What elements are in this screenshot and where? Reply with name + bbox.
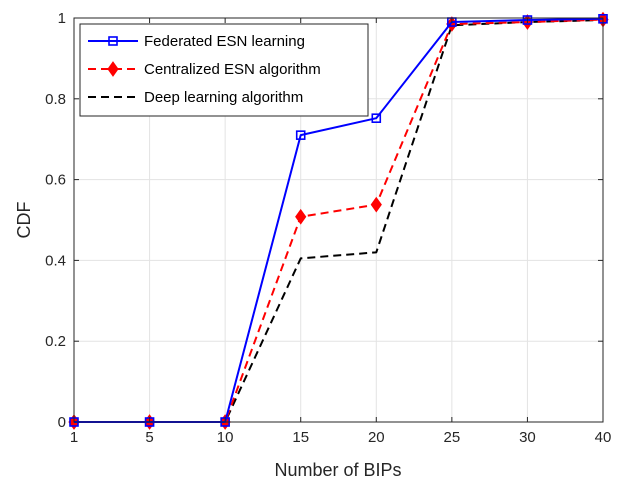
y-tick-label: 0.6 [45, 172, 66, 189]
legend: Federated ESN learning Centralized ESN al… [79, 23, 369, 117]
plot-frame [73, 17, 604, 423]
diamond-marker [107, 61, 119, 77]
y-tick-label: 0.4 [45, 252, 66, 269]
legend-label: Deep learning algorithm [144, 89, 303, 106]
y-tick-label: 0 [58, 414, 66, 431]
y-tick-label: 0.8 [45, 91, 66, 108]
legend-label: Federated ESN learning [144, 33, 305, 50]
square-marker [522, 15, 533, 25]
y-tick-label: 0.2 [45, 333, 66, 350]
legend-item: Deep learning algorithm [88, 89, 303, 106]
x-tick-label: 1 [70, 429, 78, 446]
legend-item: Centralized ESN algorithm [88, 61, 321, 78]
square-marker [108, 36, 118, 46]
x-tick-label: 10 [217, 429, 234, 446]
square-marker [371, 113, 382, 123]
y-axis-label: CDF [14, 202, 34, 239]
y-tick-label: 1 [58, 10, 66, 27]
x-tick-label: 15 [292, 429, 309, 446]
x-tick-label: 5 [145, 429, 153, 446]
x-axis-label: Number of BIPs [274, 460, 401, 480]
legend-item: Federated ESN learning [88, 33, 305, 50]
x-tick-label: 40 [595, 429, 612, 446]
x-tick-label: 30 [519, 429, 536, 446]
diamond-marker [295, 208, 307, 225]
diamond-marker [370, 196, 382, 213]
x-tick-label: 25 [444, 429, 461, 446]
series-line [74, 18, 604, 423]
x-tick-label: 20 [368, 429, 385, 446]
square-marker [295, 130, 306, 140]
legend-label: Centralized ESN algorithm [144, 61, 321, 78]
